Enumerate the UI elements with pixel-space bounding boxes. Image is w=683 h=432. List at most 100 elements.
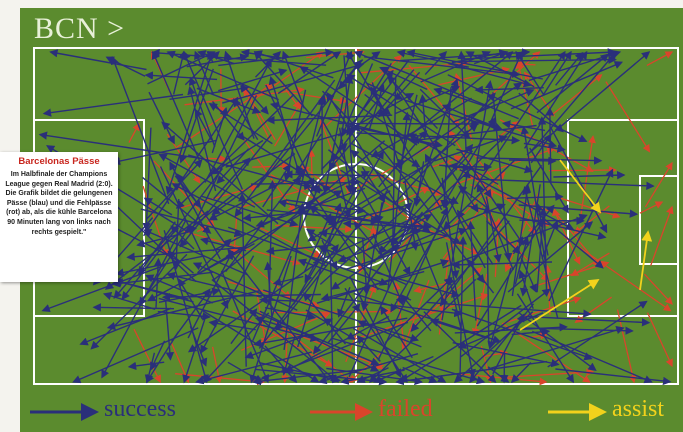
success-pass-arrow [172,50,187,95]
success-pass-arrow [456,148,534,174]
success-pass-arrow [303,212,332,273]
success-pass-arrow [387,111,411,289]
success-pass-arrow [331,337,486,385]
success-pass-arrow [518,269,534,309]
success-pass-arrow [413,161,425,207]
success-pass-arrow [466,115,503,131]
success-pass-arrow [187,250,233,339]
success-pass-arrow [476,183,514,271]
success-pass-arrow [326,367,423,386]
success-pass-arrow [388,76,398,247]
success-pass-arrow [222,62,365,104]
success-pass-arrow [510,362,532,384]
success-pass-arrow [520,257,537,293]
failed-pass-arrow [307,149,316,178]
success-pass-arrow [466,258,495,294]
failed-pass-arrow [257,226,322,258]
success-pass-arrow [188,154,324,193]
success-pass-arrow [72,327,199,384]
success-pass-arrow [344,287,408,384]
success-pass-arrow [178,278,203,320]
success-pass-arrow [523,142,566,153]
success-pass-arrow [441,169,471,321]
failed-pass-arrow [639,201,664,214]
success-pass-arrow [446,275,462,329]
success-pass-arrow [530,50,618,152]
success-pass-arrow [158,153,256,208]
success-pass-arrow [188,76,216,148]
success-pass-arrow [317,245,407,286]
success-pass-arrow [518,312,597,372]
success-pass-arrow [470,80,494,199]
success-pass-arrow [410,124,537,145]
success-pass-arrow [380,305,413,359]
success-pass-arrow [426,301,592,318]
success-pass-arrow [170,225,195,250]
success-pass-arrow [442,159,516,230]
success-pass-arrow [454,323,568,334]
success-pass-arrow [304,188,356,284]
success-pass-arrow [316,259,450,304]
success-pass-arrow [372,233,404,306]
success-pass-arrow [458,185,487,208]
success-pass-arrow [143,96,239,237]
success-pass-arrow [424,50,448,75]
success-pass-arrow [518,92,564,133]
success-pass-arrow [404,51,514,141]
success-pass-arrow [537,116,548,294]
success-pass-arrow [79,307,172,346]
success-pass-arrow [531,330,653,384]
failed-pass-arrow [573,205,610,235]
assist-pass-arrow [519,279,600,331]
success-pass-arrow [448,62,533,88]
failed-pass-arrow [646,312,673,368]
success-pass-arrow [395,85,461,115]
success-pass-arrow [500,353,509,384]
success-pass-arrow [326,91,401,212]
right-penalty-box [567,119,679,317]
success-pass-arrow [249,255,292,384]
success-pass-arrow [356,335,381,362]
success-pass-arrow [379,66,428,91]
success-pass-arrow [429,318,488,339]
success-pass-arrow [371,82,403,171]
success-pass-arrow [555,51,584,86]
success-pass-arrow [458,236,468,379]
success-pass-arrow [275,213,368,332]
success-pass-arrow [338,59,364,90]
success-pass-arrow [356,132,521,145]
success-pass-arrow [378,203,506,258]
success-pass-arrow [200,237,247,252]
success-pass-arrow [368,83,386,130]
success-pass-arrow [263,289,419,342]
success-pass-arrow [508,156,557,166]
failed-pass-arrow [133,328,161,384]
success-pass-arrow [242,135,381,222]
success-pass-arrow [419,88,471,139]
success-pass-arrow [514,236,530,285]
success-pass-arrow [318,229,366,240]
success-pass-arrow [200,195,299,227]
success-pass-arrow [286,199,366,215]
success-pass-arrow [266,114,393,125]
success-pass-arrow [346,227,468,270]
success-pass-arrow [467,205,607,240]
success-pass-arrow [510,61,623,110]
success-pass-arrow [303,181,379,291]
failed-pass-arrow [548,166,617,174]
success-pass-arrow [364,56,521,78]
success-pass-arrow [433,87,491,109]
success-pass-arrow [101,220,187,379]
success-pass-arrow [281,335,296,376]
success-pass-arrow [353,221,383,257]
center-circle [303,163,409,269]
success-pass-arrow [524,50,588,149]
success-pass-arrow [474,85,544,95]
failed-pass-arrow [646,51,674,66]
success-pass-arrow [361,166,386,203]
success-pass-arrow [259,295,299,305]
success-pass-arrow [306,228,337,248]
legend-label-success: success [104,396,176,422]
